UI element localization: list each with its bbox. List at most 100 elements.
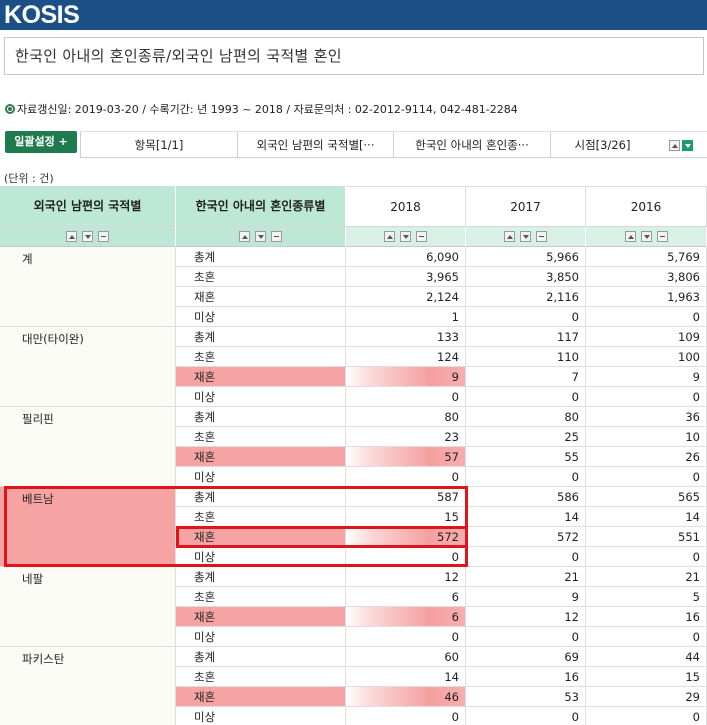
value-cell-2018: 14 <box>346 667 466 687</box>
value-cell-2017: 55 <box>466 447 586 467</box>
group-label: 필리핀 <box>0 407 176 487</box>
page-title: 한국인 아내의 혼인종류/외국인 남편의 국적별 혼인 <box>15 47 342 65</box>
sort-down-icon[interactable] <box>82 231 93 242</box>
collapse-icon[interactable] <box>98 231 109 242</box>
value-cell-2018: 0 <box>346 707 466 725</box>
tab-scroll-controls <box>654 131 707 158</box>
tab-wife-marriage-type[interactable]: 한국인 아내의 혼인종··· <box>393 131 550 158</box>
header-year-2018[interactable]: 2018 <box>346 186 466 227</box>
value-cell-2017: 12 <box>466 607 586 627</box>
value-cell-2018: 572 <box>346 527 466 547</box>
value-cell-2018: 9 <box>346 367 466 387</box>
value-cell-2017: 117 <box>466 327 586 347</box>
sort-down-icon[interactable] <box>520 231 531 242</box>
value-cell-2018: 0 <box>346 627 466 647</box>
value-cell-2018: 6 <box>346 587 466 607</box>
value-cell-2017: 7 <box>466 367 586 387</box>
value-cell-2017: 16 <box>466 667 586 687</box>
value-cell-2017: 14 <box>466 507 586 527</box>
table-row: 미상 0 0 0 <box>0 627 707 647</box>
value-cell-2018: 133 <box>346 327 466 347</box>
marriage-type-cell: 총계 <box>176 247 346 267</box>
data-table: 외국인 남편의 국적별 한국인 아내의 혼인종류별 2018 2017 2016… <box>0 186 707 725</box>
value-cell-2017: 21 <box>466 567 586 587</box>
marriage-type-cell: 재혼 <box>176 607 346 627</box>
value-cell-2018: 587 <box>346 487 466 507</box>
collapse-icon[interactable] <box>536 231 547 242</box>
sort-down-icon[interactable] <box>255 231 266 242</box>
marriage-type-cell: 초혼 <box>176 347 346 367</box>
value-cell-2016: 565 <box>586 487 707 507</box>
header-year-2017[interactable]: 2017 <box>466 186 586 227</box>
table-row: 미상 0 0 0 <box>0 387 707 407</box>
nationality-sort-controls <box>0 227 176 247</box>
tab-husband-nationality[interactable]: 외국인 남편의 국적별[··· <box>237 131 393 158</box>
table-row: 재혼 9 7 9 <box>0 367 707 387</box>
top-bar: KOSIS <box>0 0 707 30</box>
value-cell-2016: 9 <box>586 367 707 387</box>
value-cell-2017: 9 <box>466 587 586 607</box>
kosis-logo[interactable]: KOSIS <box>4 1 80 29</box>
value-cell-2016: 0 <box>586 307 707 327</box>
table-row: 재혼 572 572 551 <box>0 527 707 547</box>
table-row: 미상 1 0 0 <box>0 307 707 327</box>
table-row: 초혼 124 110 100 <box>0 347 707 367</box>
table-row: 재혼 6 12 16 <box>0 607 707 627</box>
value-cell-2016: 44 <box>586 647 707 667</box>
value-cell-2018: 15 <box>346 507 466 527</box>
sort-down-icon[interactable] <box>640 231 652 242</box>
value-cell-2017: 572 <box>466 527 586 547</box>
marriage-type-cell: 재혼 <box>176 447 346 467</box>
value-cell-2016: 0 <box>586 547 707 567</box>
collapse-icon[interactable] <box>271 231 282 242</box>
table-row: 미상 0 0 0 <box>0 547 707 567</box>
marriage-type-cell: 재혼 <box>176 527 346 547</box>
tab-period[interactable]: 시점[3/26] <box>550 131 654 158</box>
marriage-type-cell: 미상 <box>176 387 346 407</box>
title-box: 한국인 아내의 혼인종류/외국인 남편의 국적별 혼인 <box>4 37 704 75</box>
marriage-type-cell: 미상 <box>176 307 346 327</box>
marriage-type-cell: 총계 <box>176 407 346 427</box>
tab-item[interactable]: 항목[1/1] <box>80 131 237 158</box>
sort-up-icon[interactable] <box>504 231 515 242</box>
value-cell-2018: 23 <box>346 427 466 447</box>
value-cell-2017: 25 <box>466 427 586 447</box>
value-cell-2016: 3,806 <box>586 267 707 287</box>
header-year-2016[interactable]: 2016 <box>586 186 707 227</box>
group-label: 파키스탄 <box>0 647 176 725</box>
sort-up-icon[interactable] <box>624 231 636 242</box>
value-cell-2018: 6,090 <box>346 247 466 267</box>
sort-up-icon[interactable] <box>66 231 77 242</box>
collapse-icon[interactable] <box>656 231 668 242</box>
marriage-type-cell: 초혼 <box>176 267 346 287</box>
value-cell-2017: 0 <box>466 387 586 407</box>
value-cell-2016: 551 <box>586 527 707 547</box>
group-label: 네팔 <box>0 567 176 647</box>
bulk-setting-button[interactable]: 일괄설정 + <box>5 131 77 153</box>
group-label: 대만(타이완) <box>0 327 176 407</box>
value-cell-2018: 1 <box>346 307 466 327</box>
sort-down-icon[interactable] <box>400 231 411 242</box>
table-row: 총계 80 80 36 <box>0 407 707 427</box>
table-row: 재혼 46 53 29 <box>0 687 707 707</box>
year-2017-sort-controls <box>466 227 586 247</box>
scroll-up-icon[interactable] <box>668 140 680 151</box>
sort-up-icon[interactable] <box>239 231 250 242</box>
marriage-type-cell: 초혼 <box>176 427 346 447</box>
value-cell-2017: 69 <box>466 647 586 667</box>
settings-tab-bar: 일괄설정 + 항목[1/1] 외국인 남편의 국적별[··· 한국인 아내의 혼… <box>0 131 707 158</box>
value-cell-2018: 3,965 <box>346 267 466 287</box>
table-row: 재혼 57 55 26 <box>0 447 707 467</box>
table-row: 총계 12 21 21 <box>0 567 707 587</box>
value-cell-2016: 1,963 <box>586 287 707 307</box>
collapse-icon[interactable] <box>416 231 427 242</box>
info-bullet-icon <box>5 104 15 114</box>
marriage-type-cell: 재혼 <box>176 367 346 387</box>
marriage-type-cell: 총계 <box>176 647 346 667</box>
sort-up-icon[interactable] <box>384 231 395 242</box>
value-cell-2018: 6 <box>346 607 466 627</box>
scroll-down-icon[interactable] <box>681 140 693 151</box>
value-cell-2018: 0 <box>346 387 466 407</box>
header-nationality: 외국인 남편의 국적별 <box>0 186 176 227</box>
table-row: 미상 0 0 0 <box>0 707 707 725</box>
